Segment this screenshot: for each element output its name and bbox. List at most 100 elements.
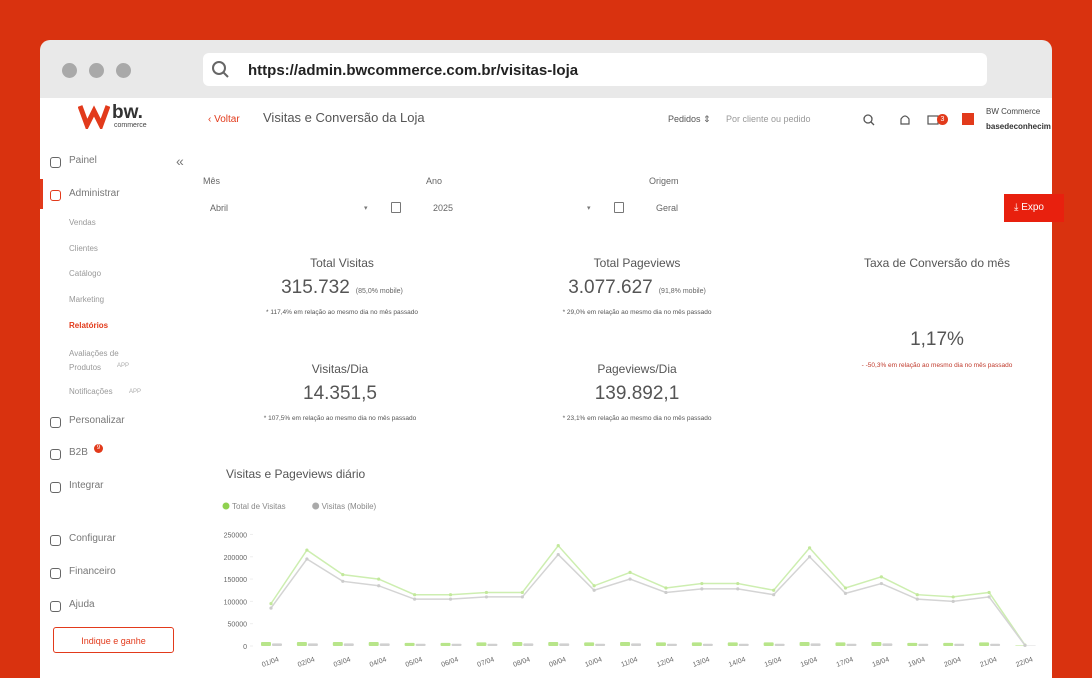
- stat-value-row: 3.077.627(91,8% mobile): [568, 277, 706, 299]
- bar: [990, 644, 1000, 646]
- point: [916, 593, 919, 596]
- sidebar-icon: [50, 157, 61, 168]
- point: [987, 591, 990, 594]
- collapse[interactable]: «: [176, 153, 184, 169]
- filter-value[interactable]: Geral: [656, 203, 678, 213]
- bar: [595, 644, 605, 646]
- series-line: [271, 546, 1025, 645]
- calendar-icon: [614, 202, 624, 213]
- bar: [261, 642, 271, 646]
- x-tick-label: 16/04: [800, 656, 819, 667]
- point: [593, 584, 596, 587]
- sidebar-subitem[interactable]: Vendas: [69, 218, 96, 227]
- point: [377, 577, 380, 580]
- bar: [631, 643, 641, 646]
- filter-label: Ano: [426, 176, 442, 186]
- point: [521, 591, 524, 594]
- point: [772, 589, 775, 592]
- sidebar-subitem[interactable]: Clientes: [69, 244, 98, 253]
- x-tick-label: 14/04: [728, 656, 747, 667]
- x-tick-label: 09/04: [548, 656, 567, 667]
- bar: [405, 643, 415, 646]
- sidebar-item[interactable]: Personalizar: [69, 415, 125, 426]
- stat-label: Total Pageviews: [594, 256, 681, 270]
- sidebar-subitem[interactable]: Notificações: [69, 387, 113, 396]
- legend-label: Total de Visitas: [232, 502, 286, 511]
- bar: [441, 643, 451, 646]
- point: [449, 598, 452, 601]
- series-line: [271, 555, 1025, 646]
- referral-button[interactable]: Indique e ganhe: [53, 627, 174, 653]
- point: [664, 591, 667, 594]
- stat-change: * 117,4% em relação ao mesmo dia no mês …: [266, 309, 418, 316]
- point: [377, 584, 380, 587]
- sidebar-icon: [50, 535, 61, 546]
- point: [700, 587, 703, 590]
- sidebar-item[interactable]: Configurar: [69, 533, 116, 544]
- export-button[interactable]: ⤓ Expo: [1004, 194, 1064, 222]
- bar: [703, 644, 713, 646]
- dropdown-arrow: ▾: [587, 204, 591, 212]
- back-link[interactable]: ‹ Voltar: [208, 114, 240, 125]
- x-tick-label: 19/04: [907, 656, 926, 667]
- stat-label: Taxa de Conversão do mês: [864, 256, 1010, 270]
- filter-value[interactable]: Abril: [210, 203, 228, 213]
- point: [413, 593, 416, 596]
- sidebar-icon: [50, 190, 61, 201]
- sidebar-item[interactable]: Integrar: [69, 480, 103, 491]
- sidebar-subitem[interactable]: Catálogo: [69, 269, 101, 278]
- point: [808, 555, 811, 558]
- x-tick-label: 06/04: [441, 656, 460, 667]
- x-tick-label: 13/04: [692, 656, 711, 667]
- x-tick-label: 18/04: [871, 656, 890, 667]
- x-tick-label: 21/04: [979, 656, 998, 667]
- chart: Visitas e Pageviews diário 0500001000001…: [200, 460, 1052, 667]
- bar: [943, 643, 953, 646]
- sidebar-subitem[interactable]: Relatórios: [69, 321, 108, 330]
- bar: [692, 642, 702, 646]
- search-input[interactable]: Por cliente ou pedido: [726, 114, 811, 124]
- bar: [764, 642, 774, 646]
- bar: [523, 643, 533, 646]
- sidebar-subitem[interactable]: Avaliações de Produtos: [69, 347, 129, 375]
- x-tick-label: 22/04: [1015, 656, 1034, 667]
- sidebar-subitem[interactable]: Marketing: [69, 295, 104, 304]
- point: [593, 589, 596, 592]
- active-indicator: [40, 179, 43, 209]
- sidebar-item[interactable]: Painel: [69, 155, 97, 166]
- store-name: BW Commerce: [986, 107, 1040, 116]
- url-text: https://admin.bwcommerce.com.br/visitas-…: [248, 62, 578, 79]
- select-text: Pedidos: [668, 114, 701, 124]
- point: [664, 586, 667, 589]
- filter-label: Origem: [649, 176, 679, 186]
- point: [628, 571, 631, 574]
- x-tick-label: 07/04: [476, 656, 495, 667]
- point: [1023, 644, 1026, 647]
- chart-title: Visitas e Pageviews diário: [226, 467, 366, 481]
- sidebar-item[interactable]: B2B: [69, 447, 88, 458]
- sidebar-item[interactable]: Ajuda: [69, 599, 95, 610]
- window-dot: [116, 63, 131, 78]
- point: [628, 577, 631, 580]
- calendar-icon: [391, 202, 401, 213]
- bar: [811, 643, 821, 646]
- url-bar[interactable]: https://admin.bwcommerce.com.br/visitas-…: [203, 53, 987, 86]
- bar: [667, 644, 677, 646]
- point: [916, 598, 919, 601]
- point: [772, 593, 775, 596]
- select[interactable]: Pedidos ⇕: [668, 114, 711, 125]
- sidebar-item[interactable]: Administrar: [69, 188, 120, 199]
- bar: [979, 642, 989, 646]
- bar: [308, 643, 318, 646]
- point: [485, 591, 488, 594]
- x-tick-label: 05/04: [405, 656, 424, 667]
- app-tag: APP: [117, 363, 129, 369]
- sidebar-icon: [50, 449, 61, 460]
- point: [880, 582, 883, 585]
- point: [808, 546, 811, 549]
- filter-value[interactable]: 2025: [433, 203, 453, 213]
- bar: [882, 643, 892, 646]
- x-tick-label: 03/04: [333, 656, 352, 667]
- bar: [907, 643, 917, 646]
- sidebar-item[interactable]: Financeiro: [69, 566, 116, 577]
